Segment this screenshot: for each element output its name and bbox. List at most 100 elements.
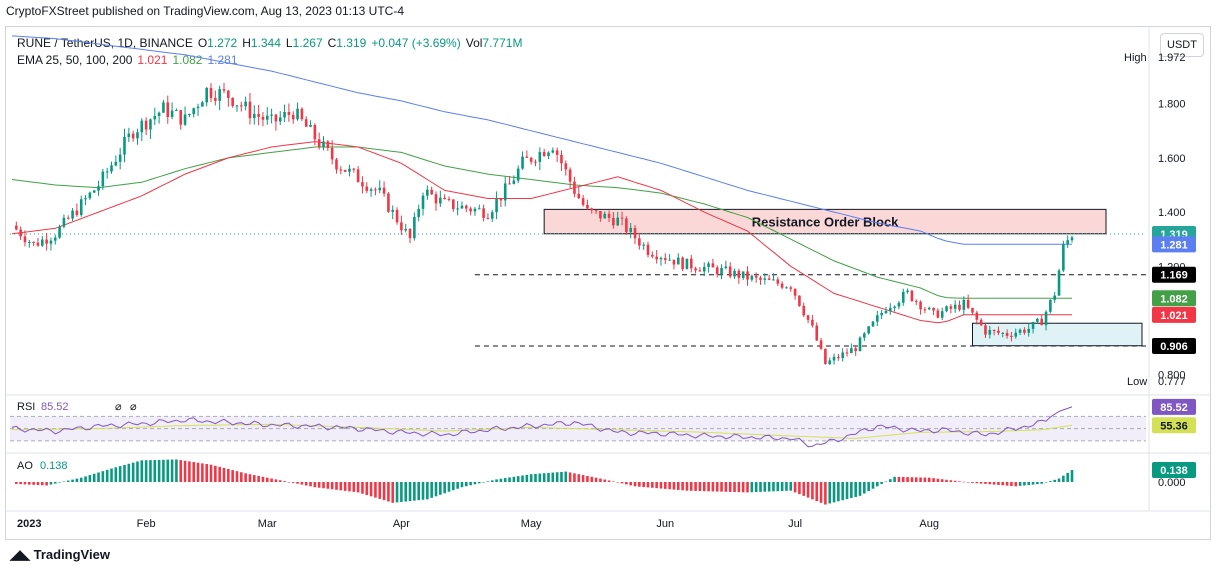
price-label-bg [1152, 306, 1196, 323]
ao-bar [88, 475, 92, 482]
candle-body [698, 270, 702, 272]
ao-bar [28, 482, 31, 485]
ao-bar [136, 461, 139, 482]
candle-body [101, 171, 105, 187]
ao-bar [629, 482, 632, 486]
ao-bar [477, 482, 481, 484]
ao-bar [71, 479, 74, 482]
candle-body [499, 198, 503, 201]
ao-bar [66, 480, 70, 482]
candle-body [140, 120, 144, 133]
candle-body [274, 114, 278, 122]
candle-body [378, 187, 382, 191]
chart-frame [5, 26, 1211, 540]
candle-body [802, 305, 806, 316]
ao-bar [984, 482, 987, 484]
y-tick-label: 1.600 [1158, 153, 1186, 165]
ao-bar [858, 482, 862, 496]
ao-bar [979, 482, 983, 484]
ema-label[interactable]: EMA 25, 50, 100, 200 [17, 53, 133, 67]
x-axis-label: Jun [656, 518, 674, 530]
ao-bar [426, 482, 429, 500]
ao-bar [400, 482, 403, 502]
ao-bar [265, 477, 269, 482]
candle-body [417, 208, 420, 217]
candle-body [443, 197, 446, 200]
ao-bar [625, 482, 628, 485]
x-axis-label: Jul [788, 518, 802, 530]
candle-body [426, 189, 429, 196]
candle-body [240, 105, 243, 107]
ao-bar [802, 482, 806, 496]
ao-bar [547, 472, 550, 482]
candle-body [75, 210, 79, 215]
candle-body [227, 90, 230, 98]
candle-body [270, 114, 273, 116]
ao-bar [287, 482, 291, 483]
ao-bar [252, 475, 256, 482]
ao-bar [651, 482, 654, 488]
ao-bar [538, 473, 542, 482]
candle-body [620, 217, 624, 219]
candle-body [369, 189, 373, 191]
ao-bar [456, 482, 459, 489]
ao-bar [257, 475, 260, 482]
candle-body [1031, 321, 1035, 329]
ao-bar [992, 482, 996, 485]
candle-body [672, 259, 676, 265]
tradingview-logo: ◢◣ TradingView [10, 547, 110, 563]
currency-button[interactable]: USDT [1160, 33, 1204, 57]
ao-bar [387, 482, 390, 502]
ao-bar [698, 482, 702, 492]
candle-body [339, 169, 343, 171]
candle-body [966, 299, 970, 308]
candle-body [110, 165, 113, 172]
candle-body [1027, 328, 1031, 333]
candle-body [58, 226, 61, 238]
ao-bar [555, 472, 559, 482]
candle-body [910, 290, 914, 301]
candle-body [114, 161, 118, 166]
ao-bar [369, 482, 373, 497]
candle-body [395, 209, 399, 223]
ao-bar [551, 472, 555, 482]
ao-bar [733, 482, 736, 493]
ao-bar [447, 482, 451, 492]
ao-bar [495, 479, 498, 482]
ao-bar [737, 482, 741, 493]
candle-body [785, 287, 788, 289]
candle-body [828, 360, 832, 365]
candle-body [1062, 244, 1065, 271]
ao-bar [525, 474, 529, 482]
candle-body [850, 348, 853, 354]
ao-bar [590, 476, 594, 482]
candle-body [897, 302, 901, 307]
candle-body [287, 111, 291, 115]
ao-bar [780, 482, 784, 492]
rsi-ma-line [12, 423, 1073, 439]
candle-body [603, 213, 607, 219]
ao-bar [724, 482, 728, 492]
candle-body [36, 242, 40, 246]
ao-bar [586, 475, 589, 482]
candle-body [512, 180, 516, 184]
ao-bar [633, 482, 637, 487]
ao-bar [317, 482, 321, 488]
candle-body [664, 258, 667, 260]
candle-body [685, 258, 689, 270]
ao-bar [664, 482, 667, 489]
ao-bar [348, 482, 351, 492]
ao-bar [871, 482, 875, 489]
ao-bar [776, 482, 780, 492]
ao-bar [884, 481, 888, 483]
ao-bar [953, 480, 957, 482]
x-axis-label: 2023 [17, 518, 41, 530]
candle-body [759, 277, 762, 280]
ao-bar [1005, 482, 1009, 486]
candle-body [988, 330, 992, 335]
rsi-extra-label: ⌀ [130, 401, 137, 413]
ao-bar [313, 482, 317, 488]
ao-bar [486, 481, 490, 482]
ao-bar [40, 482, 44, 486]
